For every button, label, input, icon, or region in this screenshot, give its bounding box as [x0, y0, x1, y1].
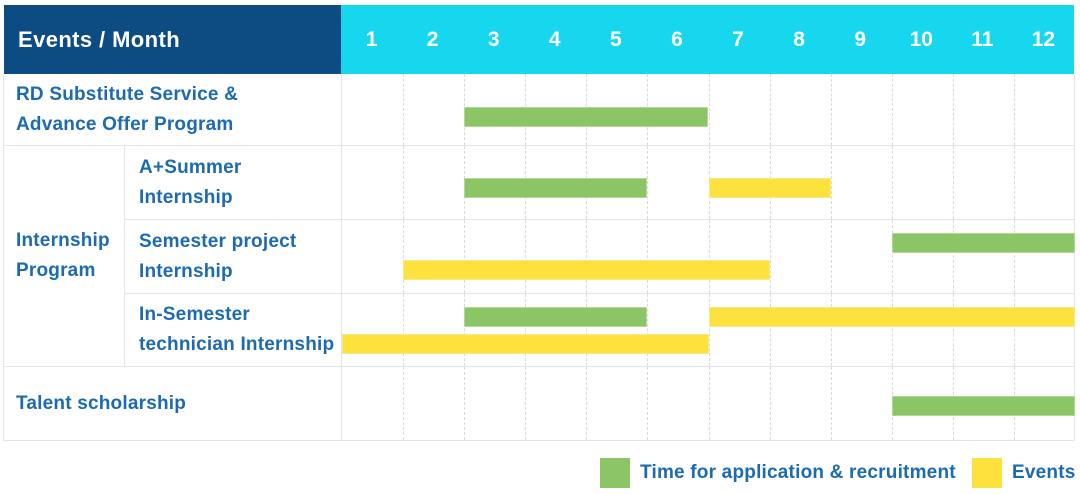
month-gridline: [830, 367, 832, 440]
month-gridline: [769, 220, 771, 293]
month-gridline: [1013, 294, 1015, 366]
month-gridline: [769, 367, 771, 440]
gantt-body: RD Substitute Service & Advance Offer Pr…: [3, 74, 1075, 441]
month-gridline: [464, 294, 466, 366]
month-gridline: [830, 220, 832, 293]
month-header-cell: 4: [548, 27, 561, 51]
event-legend-swatch: [972, 458, 1002, 488]
row-label-text: A+Summer Internship: [139, 156, 242, 208]
month-gridline: [525, 294, 527, 366]
event-bar: [708, 178, 831, 198]
month-gridline: [647, 220, 649, 293]
application-legend-label: Time for application & recruitment: [640, 462, 956, 483]
chart-row: [341, 220, 1075, 294]
month-header-cell: 9: [854, 27, 866, 51]
month-gridline: [708, 220, 710, 293]
month-gridline: [1013, 220, 1015, 293]
month-gridline: [586, 367, 588, 440]
month-gridline: [830, 294, 832, 366]
month-gridline: [708, 74, 710, 145]
event-bar: [708, 307, 1075, 327]
month-gridline: [464, 220, 466, 293]
month-header-cell: 10: [909, 27, 933, 51]
row-label-semester-project-internship: Semester project Internship: [124, 220, 341, 294]
month-gridline: [830, 146, 832, 219]
month-header-cell: 7: [732, 27, 744, 51]
events-month-header-cell: Events / Month: [4, 5, 341, 74]
month-gridline: [952, 146, 954, 219]
month-gridline: [403, 367, 405, 440]
month-gridline: [952, 294, 954, 366]
row-label-in-semester-technician-internship: In-Semester technician Internship: [124, 294, 341, 367]
month-gridline: [647, 146, 649, 219]
legend-item-events: Events: [972, 458, 1076, 488]
application-bar: [464, 107, 709, 127]
event-bar: [403, 260, 770, 280]
group-label-text: Internship Program: [16, 230, 110, 281]
month-gridline: [769, 74, 771, 145]
month-header-cell: 12: [1031, 27, 1056, 51]
month-header-cell: 3: [487, 27, 500, 51]
month-gridline: [586, 294, 588, 366]
month-gridline: [891, 220, 893, 293]
month-gridline: [403, 294, 405, 366]
month-gridline: [708, 294, 710, 366]
application-bar: [464, 178, 648, 198]
row-label-a-summer-internship: A+Summer Internship: [124, 146, 341, 220]
month-gridline: [830, 74, 832, 145]
month-gridline: [891, 294, 893, 366]
month-header-cell: 11: [971, 27, 994, 51]
chart-row: [341, 146, 1074, 220]
application-bar: [464, 307, 648, 327]
row-label-talent-scholarship: Talent scholarship: [4, 367, 341, 440]
month-gridline: [708, 367, 710, 440]
row-label-text: Semester project Internship: [139, 230, 297, 282]
month-gridline: [769, 294, 771, 366]
chart-row: [341, 74, 1074, 146]
month-header-cell: 6: [671, 27, 683, 51]
row-label-text: In-Semester technician Internship: [139, 304, 335, 355]
chart-row: [341, 367, 1075, 440]
month-gridline: [647, 367, 649, 440]
month-gridline: [647, 294, 649, 366]
month-gridline: [1013, 74, 1015, 145]
month-gridline: [525, 367, 527, 440]
month-gridline: [586, 220, 588, 293]
application-bar: [891, 233, 1075, 253]
application-legend-swatch: [600, 458, 630, 488]
month-gridline: [891, 74, 893, 145]
row-label-text: RD Substitute Service & Advance Offer Pr…: [16, 83, 239, 135]
row-label-rd-substitute-service: RD Substitute Service & Advance Offer Pr…: [4, 74, 341, 146]
month-header-row: 1 2 3 4 5 6 7 8 9 10 11 12: [341, 5, 1074, 74]
legend-item-application: Time for application & recruitment: [600, 458, 956, 488]
month-gridline: [525, 220, 527, 293]
row-label-text: Talent scholarship: [16, 392, 187, 414]
month-header-cell: 5: [610, 27, 622, 51]
month-gridline: [464, 367, 466, 440]
month-gridline: [891, 146, 893, 219]
application-bar: [891, 396, 1075, 416]
month-gridline: [952, 74, 954, 145]
group-label-internship-program: Internship Program: [4, 146, 124, 367]
events-month-header-label: Events / Month: [18, 26, 181, 52]
month-gridline: [403, 146, 405, 219]
month-gridline: [1013, 146, 1015, 219]
month-gridline: [403, 220, 405, 293]
event-legend-label: Events: [1012, 462, 1076, 483]
month-gridline: [403, 74, 405, 145]
month-header-cell: 2: [426, 27, 439, 51]
chart-row: [341, 294, 1075, 367]
table-header-row: Events / Month 1 2 3 4 5 6 7 8 9 10 11 12: [4, 5, 1074, 74]
month-header-cell: 1: [365, 27, 378, 51]
event-bar: [342, 334, 709, 354]
month-gridline: [952, 220, 954, 293]
month-header-cell: 8: [793, 27, 805, 51]
events-month-table: Events / Month 1 2 3 4 5 6 7 8 9 10 11 12 RD Substi…: [3, 5, 1075, 441]
